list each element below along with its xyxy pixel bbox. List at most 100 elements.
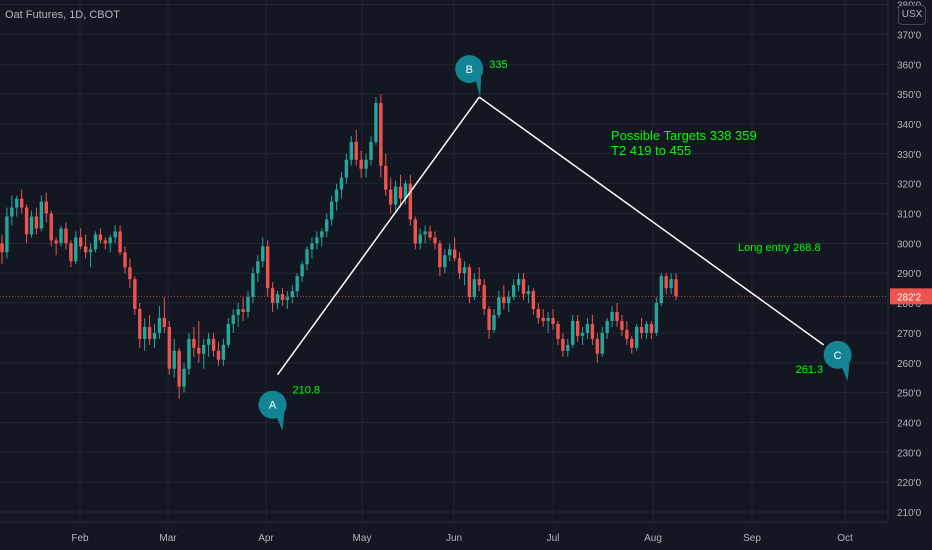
candle-body — [487, 309, 491, 330]
candle-body — [216, 350, 221, 360]
candle-body — [384, 165, 388, 190]
candle-body — [295, 276, 299, 292]
marker-label-a: A — [269, 400, 277, 412]
x-tick-label: Mar — [159, 533, 177, 544]
candle-body — [546, 317, 550, 321]
candle-body — [192, 338, 196, 348]
candle-body — [152, 332, 157, 339]
candle-body — [236, 309, 240, 315]
candle-body — [113, 231, 117, 238]
candle-body — [393, 186, 398, 205]
candle-body — [241, 309, 245, 313]
candle-body — [511, 285, 516, 298]
last-price-label: 282'2 — [897, 292, 922, 303]
candle-body — [147, 326, 152, 339]
candle-body — [339, 177, 344, 190]
candle-body — [265, 246, 270, 289]
candle-body — [202, 344, 206, 354]
candle-body — [541, 317, 545, 321]
candle-body — [369, 141, 373, 160]
candle-body — [280, 294, 285, 301]
candle-body — [79, 237, 83, 247]
candle-body — [325, 219, 329, 232]
candle-body — [19, 198, 24, 208]
candle-body — [482, 285, 486, 310]
candle-body — [388, 189, 393, 205]
pattern-markers: A 210.8 B 335 C 261.3 — [258, 55, 852, 431]
y-tick-label: 290'0 — [897, 269, 922, 280]
candle-body — [34, 216, 39, 229]
candle-body — [344, 159, 349, 178]
candle-body — [157, 317, 162, 333]
candle-body — [423, 231, 427, 235]
candle-body — [536, 309, 540, 318]
candle-body — [625, 329, 629, 339]
candle-body — [354, 141, 358, 160]
candle-body — [575, 320, 580, 336]
pivot-value-c: 261.3 — [796, 364, 824, 376]
candle-body — [182, 368, 186, 387]
y-tick-label: 350'0 — [897, 90, 922, 101]
candle-body — [585, 323, 590, 333]
candle-body — [275, 294, 280, 304]
candle-body — [15, 198, 19, 208]
candle-body — [428, 231, 432, 238]
pattern-leg — [478, 96, 825, 346]
candle-body — [211, 338, 216, 351]
candle-body — [177, 350, 181, 387]
candle-body — [246, 297, 250, 313]
pivot-value-b: 335 — [489, 59, 507, 71]
candle-body — [251, 273, 255, 298]
candle-body — [521, 279, 526, 295]
candle-body — [526, 291, 531, 295]
candle-body — [187, 338, 191, 369]
marker-bubble — [455, 55, 484, 84]
candle-body — [659, 276, 663, 304]
candle-body — [128, 267, 132, 280]
candle-body — [359, 159, 363, 169]
candle-body — [305, 249, 309, 265]
candle-body — [59, 228, 63, 244]
candle-body — [5, 216, 9, 253]
candle-body — [142, 326, 147, 339]
long-entry-annotation: Long entry 268.8 — [738, 242, 821, 254]
x-tick-label: Jun — [446, 533, 462, 544]
candle-body — [118, 231, 122, 253]
candle-body — [64, 228, 68, 244]
candle-body — [285, 297, 290, 301]
candle-body — [566, 344, 570, 351]
candle-body — [639, 326, 644, 333]
candle-body — [300, 264, 304, 277]
candle-body — [320, 231, 324, 238]
candle-body — [172, 350, 176, 369]
y-tick-label: 210'0 — [897, 508, 922, 519]
candle-body — [310, 243, 314, 250]
candle-body — [502, 297, 506, 304]
candle-body — [467, 267, 472, 298]
pattern-leg — [276, 96, 480, 376]
candle-body — [610, 312, 614, 321]
candle-body — [334, 189, 339, 202]
candle-body — [88, 249, 93, 253]
candle-body — [197, 347, 201, 354]
x-tick-label: Apr — [258, 533, 274, 544]
candle-body — [39, 201, 44, 229]
y-tick-label: 300'0 — [897, 239, 922, 250]
candle-body — [649, 323, 654, 333]
y-tick-label: 330'0 — [897, 150, 922, 161]
candle-body — [403, 183, 408, 199]
candle-body — [29, 216, 34, 235]
candle-body — [595, 338, 600, 354]
candle-body — [103, 240, 108, 244]
currency-button[interactable]: USX — [898, 5, 926, 25]
candle-body — [256, 261, 260, 274]
last-price-tag — [890, 288, 932, 305]
candle-body — [674, 279, 678, 297]
candle-body — [290, 291, 294, 298]
candle-body — [162, 317, 167, 327]
